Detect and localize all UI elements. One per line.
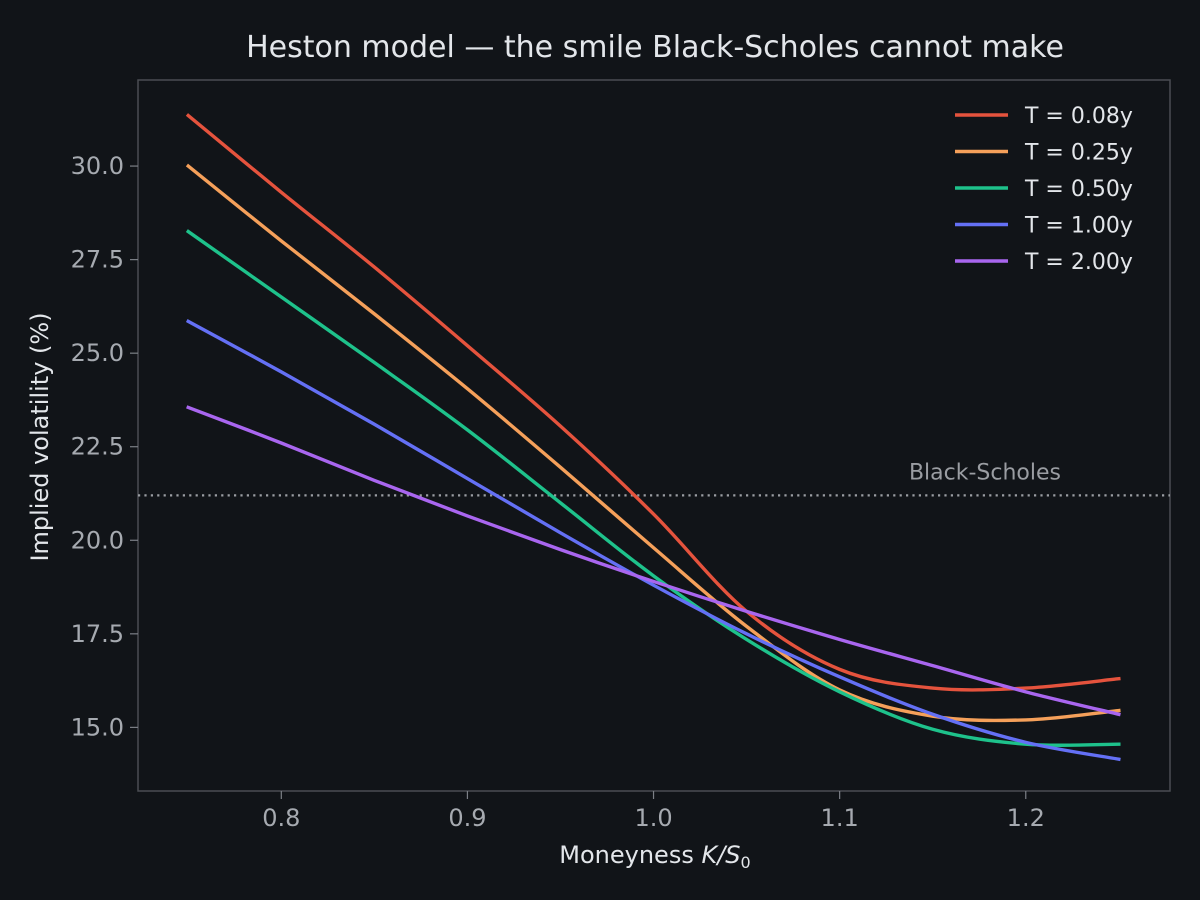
y-tick-label: 22.5	[71, 433, 124, 461]
x-tick-label: 1.1	[821, 804, 859, 832]
legend-label: T = 0.08y	[1024, 104, 1133, 129]
y-tick-label: 25.0	[71, 339, 124, 367]
x-tick-label: 1.2	[1007, 804, 1045, 832]
y-axis-label: Implied volatility (%)	[26, 312, 54, 561]
x-tick-label: 0.9	[448, 804, 486, 832]
y-tick-label: 15.0	[71, 713, 124, 741]
series-line-0	[185, 113, 1121, 692]
y-axis-ticks: 15.0 17.5 20.0 22.5 25.0 27.5 30.0	[71, 152, 138, 741]
y-tick-label: 27.5	[71, 246, 124, 274]
x-axis-label: Moneyness K/S0	[559, 841, 750, 872]
legend-label: T = 2.00y	[1024, 250, 1133, 275]
x-axis-ticks: 0.8 0.9 1.0 1.1 1.2	[262, 791, 1045, 832]
x-axis-label-slash: /	[715, 841, 728, 869]
series-line-2	[185, 229, 1121, 748]
x-axis-label-main: Moneyness	[559, 841, 701, 869]
chart-title: Heston model — the smile Black-Scholes c…	[246, 30, 1064, 65]
plot-area	[137, 79, 1171, 792]
legend-label: T = 0.50y	[1024, 177, 1133, 202]
chart-legend: T = 0.08y T = 0.25y T = 0.50y T = 1.00y T = …	[955, 104, 1133, 275]
black-scholes-label: Black-Scholes	[909, 460, 1061, 485]
x-axis-label-subscript: 0	[741, 853, 751, 872]
x-tick-label: 1.0	[634, 804, 672, 832]
series-line-4	[186, 405, 1121, 717]
series-line-3	[185, 319, 1121, 762]
legend-label: T = 0.25y	[1024, 141, 1133, 166]
x-axis-label-s: S	[725, 841, 740, 869]
y-tick-label: 17.5	[71, 620, 124, 648]
reference-layer: Black-Scholes	[138, 460, 1170, 497]
x-axis-label-k: K	[701, 841, 719, 869]
series-layer	[185, 113, 1121, 762]
legend-label: T = 1.00y	[1024, 214, 1133, 239]
x-tick-label: 0.8	[262, 804, 300, 832]
y-tick-label: 30.0	[71, 152, 124, 180]
y-tick-label: 20.0	[71, 526, 124, 554]
